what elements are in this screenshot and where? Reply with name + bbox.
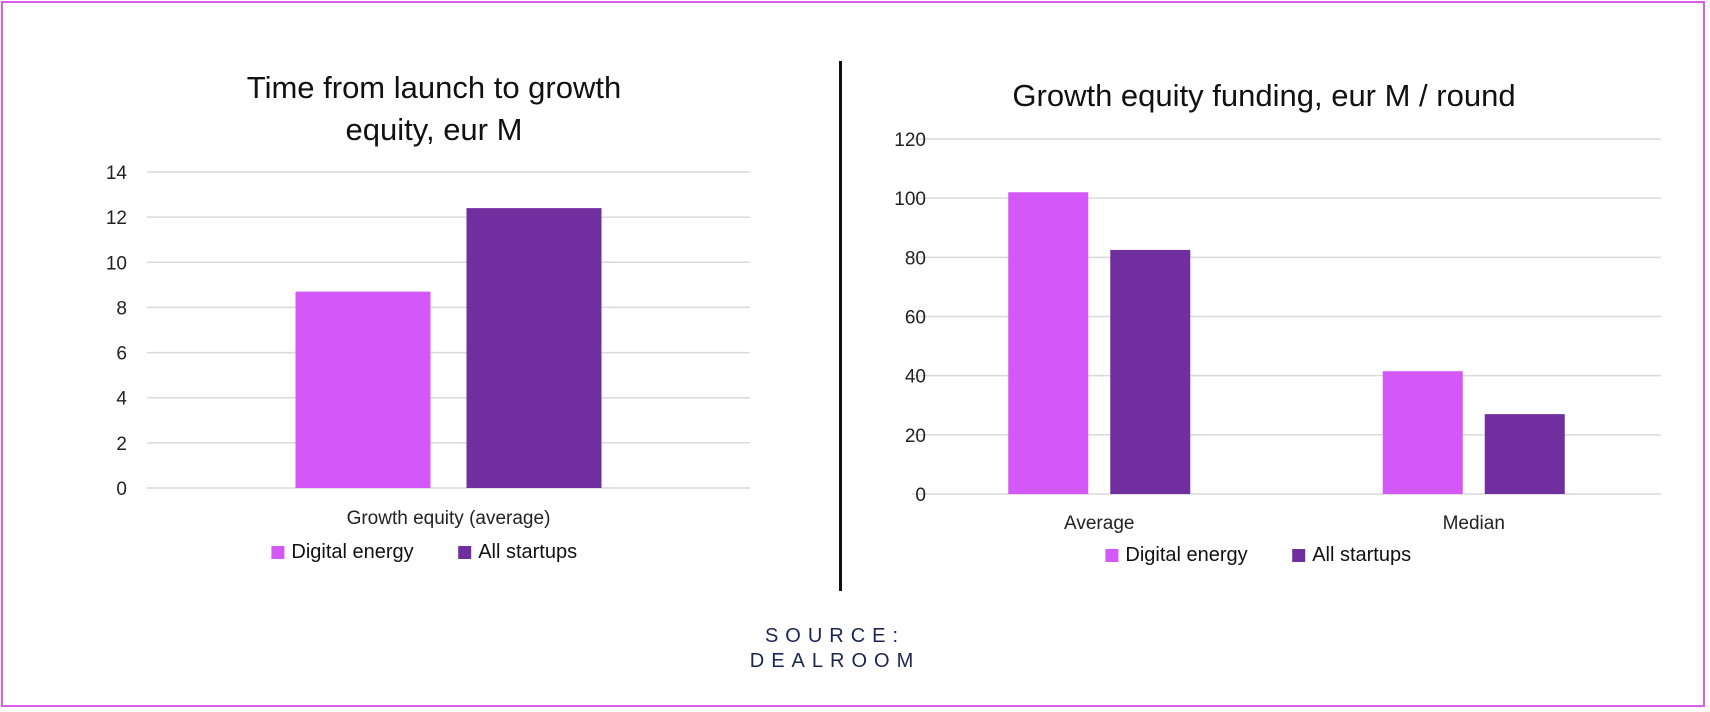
y-tick-label: 12: [106, 208, 127, 229]
chart-growth-equity-funding: Growth equity funding, eur M / round 0 20 4…: [894, 78, 1661, 566]
chart-divider: [839, 61, 842, 591]
bar-all-startups: [466, 208, 602, 488]
chart-title-line: Time from launch to growth: [247, 70, 621, 105]
y-tick-label: 120: [894, 130, 926, 151]
y-tick-label: 2: [116, 434, 127, 455]
legend-swatch: [458, 546, 472, 559]
bar-all-startups: [1484, 414, 1565, 494]
legend: Digital energy All startups: [1105, 544, 1411, 566]
legend-swatch: [271, 546, 285, 559]
legend-label: All startups: [1312, 544, 1411, 566]
bar-digital-energy: [1382, 371, 1463, 494]
chart-title: Growth equity funding, eur M / round: [1012, 78, 1515, 113]
y-tick-label: 4: [116, 389, 127, 410]
chart-title-line: Growth equity funding, eur M / round: [1012, 78, 1515, 113]
chart-title-line: equity, eur M: [346, 112, 523, 147]
y-tick-label: 14: [106, 163, 128, 184]
y-tick-label: 80: [905, 248, 926, 269]
bar-digital-energy: [1008, 192, 1089, 494]
source-note: SOURCE: DEALROOM: [700, 624, 970, 674]
legend-label: Digital energy: [1125, 544, 1247, 566]
y-tick-label: 10: [106, 253, 127, 274]
y-tick-label: 40: [905, 367, 926, 388]
category-label: Growth equity (average): [347, 508, 551, 529]
y-tick-label: 20: [905, 426, 926, 447]
legend-label: Digital energy: [291, 541, 413, 563]
legend-swatch: [1292, 549, 1306, 562]
y-tick-label: 60: [905, 308, 926, 329]
y-tick-label: 100: [894, 189, 926, 210]
source-label: SOURCE:: [764, 625, 906, 647]
bar-digital-energy: [295, 291, 431, 488]
category-label: Median: [1443, 513, 1505, 534]
y-tick-label: 8: [116, 298, 127, 319]
y-tick-label: 6: [116, 344, 127, 365]
legend: Digital energy All startups: [271, 541, 577, 563]
legend-label: All startups: [478, 541, 577, 563]
legend-swatch: [1105, 549, 1119, 562]
chart-title: Time from launch to growth equity, eur M: [247, 70, 621, 147]
category-label: Average: [1064, 513, 1134, 534]
chart-time-to-growth-equity: Time from launch to growth equity, eur M 0…: [106, 70, 750, 563]
y-tick-label: 0: [116, 479, 127, 500]
y-tick-label: 0: [915, 485, 926, 506]
bar-all-startups: [1110, 249, 1191, 494]
source-name: DEALROOM: [749, 650, 921, 672]
